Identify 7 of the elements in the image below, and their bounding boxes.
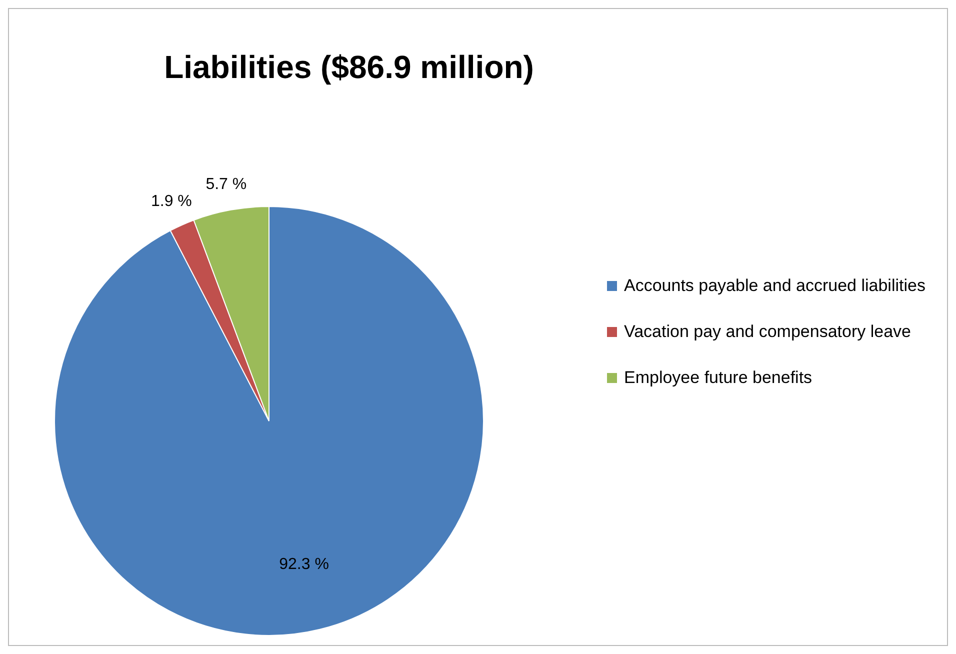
legend-label: Employee future benefits xyxy=(624,367,812,389)
data-label: 1.9 % xyxy=(150,192,192,210)
data-label: 92.3 % xyxy=(279,556,329,574)
data-label: 5.7 % xyxy=(206,176,247,194)
legend-label: Vacation pay and compensatory leave xyxy=(624,321,911,343)
legend-label: Accounts payable and accrued liabilities xyxy=(624,275,926,297)
chart-title: Liabilities ($86.9 million) xyxy=(163,49,535,86)
